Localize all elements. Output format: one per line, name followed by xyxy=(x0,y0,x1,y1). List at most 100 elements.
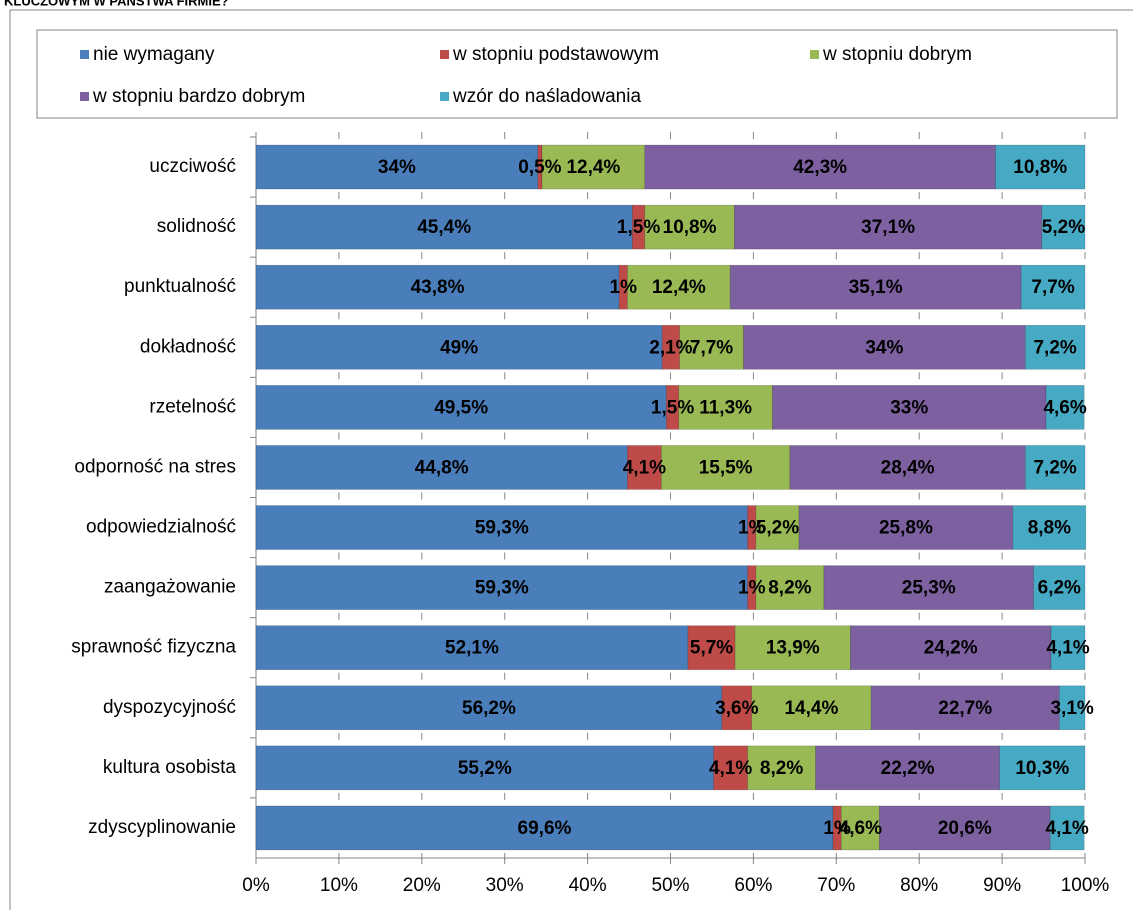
bar-segment xyxy=(1025,324,1086,370)
legend-label: nie wymagany xyxy=(93,44,215,65)
data-label: 45,4% xyxy=(417,217,471,238)
y-tick-label: rzetelność xyxy=(149,396,236,417)
data-label: 8,2% xyxy=(768,578,811,599)
data-label: 7,7% xyxy=(690,337,733,358)
data-label: 4,1% xyxy=(1046,818,1089,839)
data-label: 12,4% xyxy=(566,157,620,178)
data-label: 5,2% xyxy=(1042,217,1085,238)
data-label: 7,2% xyxy=(1033,337,1076,358)
data-label: 1% xyxy=(823,818,851,839)
data-label: 5,2% xyxy=(756,518,799,539)
bar-segment xyxy=(1059,685,1086,731)
data-label: 55,2% xyxy=(458,758,512,779)
bar-segment xyxy=(755,565,825,610)
data-label: 4,1% xyxy=(623,457,666,478)
bar-segment xyxy=(1012,505,1087,550)
bar-segment xyxy=(627,445,662,490)
data-label: 4,1% xyxy=(709,758,752,779)
bar-segment xyxy=(1033,565,1086,610)
data-label: 25,8% xyxy=(879,518,933,539)
bar-segment xyxy=(789,445,1026,490)
bar-segment xyxy=(747,565,757,610)
data-label: 15,5% xyxy=(699,457,753,478)
data-label: 1% xyxy=(738,578,766,599)
x-tick-label: 40% xyxy=(569,875,607,896)
bar-segment xyxy=(743,324,1026,370)
legend-label: w stopniu podstawowym xyxy=(452,44,659,65)
bar-segment xyxy=(255,204,633,250)
y-tick-label: dyspozycyjność xyxy=(103,697,236,718)
bar-segment xyxy=(721,685,753,731)
legend-label: wzór do naśladowania xyxy=(452,86,641,107)
bar-segment xyxy=(995,144,1086,190)
bar-segment xyxy=(255,264,620,310)
data-label: 4,1% xyxy=(1046,638,1089,659)
bar-segment xyxy=(1050,625,1086,671)
y-tick-label: punktualność xyxy=(124,276,236,297)
data-label: 13,9% xyxy=(766,638,820,659)
y-tick-label: zaangażowanie xyxy=(104,577,236,598)
data-label: 6,2% xyxy=(1038,578,1081,599)
data-label: 4,6% xyxy=(1043,397,1086,418)
bar-segment xyxy=(1049,805,1085,851)
x-tick-label: 80% xyxy=(900,875,938,896)
x-tick-label: 90% xyxy=(983,875,1021,896)
data-label: 1% xyxy=(610,277,638,298)
y-tick-label: solidność xyxy=(157,216,236,237)
bar-segment xyxy=(661,445,791,490)
bar-segment xyxy=(255,324,663,370)
chart-title: KLUCZOWYM W PAŃSTWA FIRMIE? xyxy=(4,0,229,8)
bar-segment xyxy=(255,685,723,731)
data-label: 20,6% xyxy=(938,818,992,839)
data-label: 1,5% xyxy=(651,397,694,418)
bar-segment xyxy=(870,685,1060,731)
y-tick-label: odpowiedzialność xyxy=(86,517,236,538)
data-label: 24,2% xyxy=(924,638,978,659)
bar-segment xyxy=(747,505,757,550)
legend-marker xyxy=(440,92,449,101)
data-label: 1% xyxy=(738,518,766,539)
bar-segment xyxy=(541,144,646,190)
data-label: 25,3% xyxy=(902,578,956,599)
bar-segment xyxy=(1041,204,1086,250)
data-label: 14,4% xyxy=(784,698,838,719)
data-label: 42,3% xyxy=(793,157,847,178)
data-label: 10,8% xyxy=(663,217,717,238)
y-tick-label: sprawność fizyczna xyxy=(71,637,236,658)
data-label: 10,3% xyxy=(1015,758,1069,779)
legend-marker xyxy=(810,50,819,59)
bar-segment xyxy=(255,565,748,610)
bar-segment xyxy=(999,745,1086,791)
bar-segment xyxy=(734,625,851,671)
bar-segment xyxy=(772,385,1047,430)
bar-segment xyxy=(627,264,731,310)
data-label: 34% xyxy=(865,337,903,358)
data-label: 1,5% xyxy=(617,217,660,238)
data-label: 35,1% xyxy=(849,277,903,298)
data-label: 22,7% xyxy=(938,698,992,719)
data-label: 34% xyxy=(378,157,416,178)
y-tick-label: odporność na stres xyxy=(74,456,236,477)
legend-box xyxy=(36,29,1118,119)
legend-marker xyxy=(80,50,89,59)
data-label: 5,7% xyxy=(690,638,733,659)
legend-marker xyxy=(80,92,89,101)
x-tick-label: 0% xyxy=(242,875,270,896)
data-label: 59,3% xyxy=(475,518,529,539)
x-tick-label: 10% xyxy=(320,875,358,896)
bar-segment xyxy=(1045,385,1085,430)
bar-segment xyxy=(255,144,539,190)
data-label: 0,5% xyxy=(518,157,561,178)
x-tick-label: 60% xyxy=(734,875,772,896)
data-label: 8,2% xyxy=(760,758,803,779)
data-label: 3,6% xyxy=(715,698,758,719)
bar-segment xyxy=(687,625,736,671)
x-tick-label: 20% xyxy=(403,875,441,896)
bar-segment xyxy=(679,324,744,370)
y-tick-label: zdyscyplinowanie xyxy=(88,817,236,838)
data-label: 44,8% xyxy=(415,457,469,478)
data-label: 69,6% xyxy=(518,818,572,839)
data-label: 59,3% xyxy=(475,578,529,599)
bar-segment xyxy=(823,565,1034,610)
